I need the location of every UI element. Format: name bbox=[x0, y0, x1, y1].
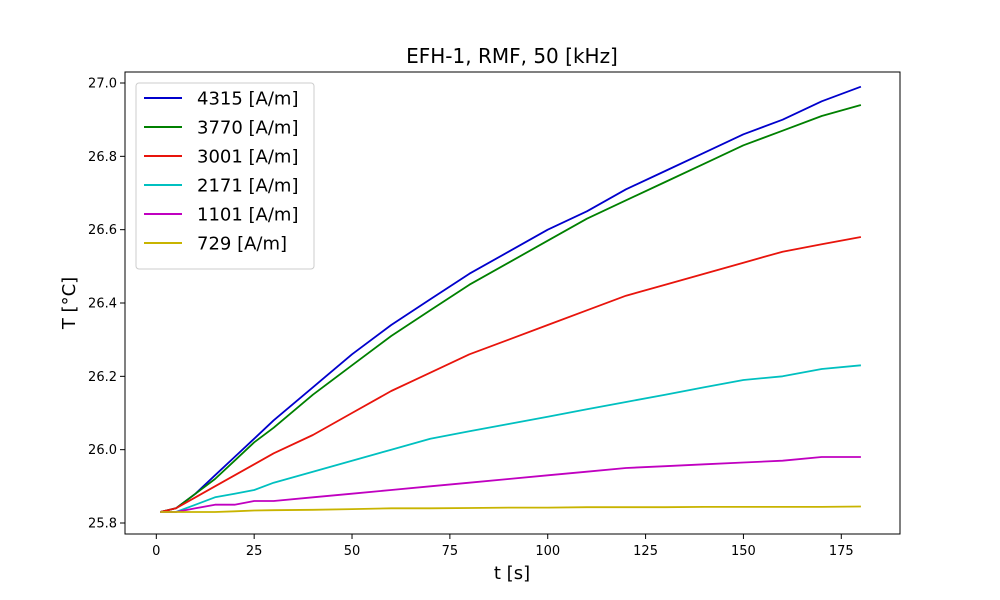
legend-label: 1101 [A/m] bbox=[197, 205, 299, 226]
series-line-0 bbox=[159, 85, 862, 513]
y-tick-label: 26.8 bbox=[88, 150, 117, 165]
y-axis-ticks: 25.8 26.0 26.2 26.4 26.6 26.8 27.0 bbox=[88, 77, 125, 532]
series-line-4 bbox=[160, 456, 861, 513]
y-tick-label: 26.4 bbox=[88, 297, 117, 312]
series-line-1 bbox=[159, 104, 862, 513]
chart-title: EFH-1, RMF, 50 [kHz] bbox=[406, 44, 618, 68]
y-tick-label: 26.0 bbox=[88, 443, 117, 458]
x-tick-label: 175 bbox=[829, 544, 854, 559]
legend-label: 4315 [A/m] bbox=[197, 89, 299, 110]
x-tick-label: 125 bbox=[633, 544, 658, 559]
legend-box bbox=[135, 82, 315, 270]
legend-label: 3001 [A/m] bbox=[197, 147, 299, 168]
x-tick-label: 150 bbox=[731, 544, 756, 559]
legend-label: 3770 [A/m] bbox=[197, 118, 299, 139]
series-lines bbox=[159, 85, 862, 513]
x-tick-label: 75 bbox=[442, 544, 459, 559]
x-axis-label: t [s] bbox=[494, 563, 530, 584]
legend-label: 2171 [A/m] bbox=[197, 176, 299, 197]
x-tick-label: 25 bbox=[246, 544, 263, 559]
y-tick-label: 26.2 bbox=[88, 370, 117, 385]
series-line-2 bbox=[159, 236, 862, 513]
x-axis-ticks: 0 25 50 75 100 125 150 175 bbox=[152, 534, 854, 559]
y-tick-label: 26.6 bbox=[88, 223, 117, 238]
x-tick-label: 100 bbox=[535, 544, 560, 559]
y-tick-label: 27.0 bbox=[88, 77, 117, 92]
x-tick-label: 50 bbox=[344, 544, 361, 559]
legend: 4315 [A/m] 3770 [A/m] 3001 [A/m] 2171 [A/m]… bbox=[135, 82, 315, 270]
x-tick-label: 0 bbox=[152, 544, 160, 559]
series-line-3 bbox=[160, 364, 861, 513]
y-axis-label: T [°C] bbox=[59, 277, 80, 330]
legend-label: 729 [A/m] bbox=[197, 234, 287, 255]
y-tick-label: 25.8 bbox=[88, 517, 117, 532]
series-line-5 bbox=[160, 505, 861, 513]
